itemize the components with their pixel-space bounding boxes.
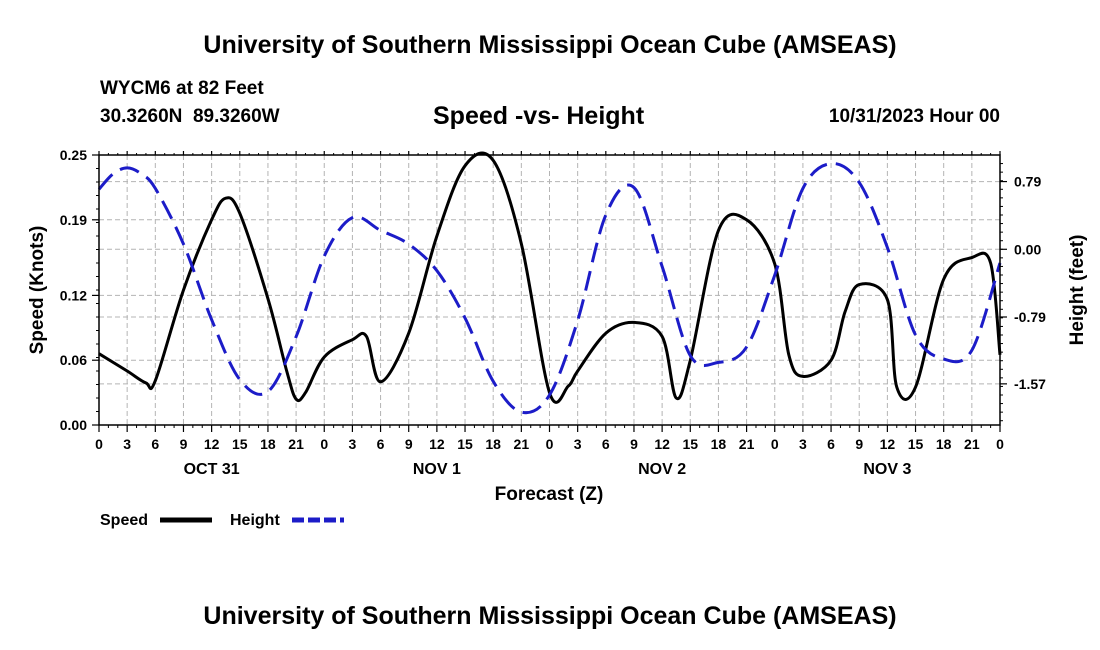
x-tick-label: 6 bbox=[377, 436, 385, 452]
x-tick-label: 18 bbox=[485, 436, 501, 452]
y2-tick-label: -1.57 bbox=[1014, 376, 1046, 392]
y2-tick-label: 0.00 bbox=[1014, 241, 1041, 257]
y2-tick-label: 0.79 bbox=[1014, 174, 1041, 190]
series-line-height bbox=[97, 162, 1002, 415]
x-tick-label: 0 bbox=[320, 436, 328, 452]
x-tick-label: 15 bbox=[682, 436, 698, 452]
x-tick-label: 9 bbox=[630, 436, 638, 452]
x-tick-label: 18 bbox=[711, 436, 727, 452]
y-tick-label: 0.19 bbox=[60, 212, 87, 228]
x-tick-label: 0 bbox=[996, 436, 1004, 452]
y-tick-label: 0.25 bbox=[60, 147, 87, 163]
x-tick-label: 15 bbox=[457, 436, 473, 452]
day-label: OCT 31 bbox=[184, 461, 240, 478]
axes: 0 3 6 9 12 15 18 21 0 3 6 9 12 15 18 21 0 3 6 9 12 15 18 21 0 3 6 9… bbox=[60, 147, 1046, 478]
x-tick-label: 21 bbox=[514, 436, 530, 452]
x-tick-label: 3 bbox=[799, 436, 807, 452]
x-tick-label: 6 bbox=[602, 436, 610, 452]
x-tick-label: 6 bbox=[827, 436, 835, 452]
x-tick-label: 6 bbox=[151, 436, 159, 452]
legend: Speed Height bbox=[100, 512, 344, 529]
legend-height-label: Height bbox=[230, 512, 280, 529]
coordinates-label: 30.3260N 89.3260W bbox=[100, 106, 280, 127]
y-tick-label: 0.00 bbox=[60, 417, 87, 433]
day-label: NOV 3 bbox=[863, 461, 911, 478]
x-tick-label: 12 bbox=[429, 436, 445, 452]
y-axis-label: Speed (Knots) bbox=[27, 226, 48, 355]
grid bbox=[99, 155, 1000, 425]
x-tick-label: 18 bbox=[936, 436, 952, 452]
chart-subtitle: Speed -vs- Height bbox=[433, 102, 645, 130]
x-tick-label: 0 bbox=[771, 436, 779, 452]
x-tick-label: 3 bbox=[574, 436, 582, 452]
x-tick-label: 9 bbox=[180, 436, 188, 452]
x-tick-label: 0 bbox=[546, 436, 554, 452]
x-tick-label: 3 bbox=[349, 436, 357, 452]
station-label: WYCM6 at 82 Feet bbox=[100, 78, 264, 99]
y-tick-label: 0.06 bbox=[60, 352, 87, 368]
x-tick-label: 12 bbox=[880, 436, 896, 452]
series-line-speed bbox=[98, 151, 1002, 404]
footer-title: University of Southern Mississippi Ocean… bbox=[203, 602, 897, 630]
day-label: NOV 2 bbox=[638, 461, 686, 478]
x-tick-label: 21 bbox=[964, 436, 980, 452]
y2-axis-label: Height (feet) bbox=[1067, 235, 1088, 346]
x-tick-label: 9 bbox=[405, 436, 413, 452]
y2-tick-label: -0.79 bbox=[1014, 309, 1046, 325]
x-tick-label: 15 bbox=[908, 436, 924, 452]
x-tick-label: 9 bbox=[855, 436, 863, 452]
x-tick-label: 15 bbox=[232, 436, 248, 452]
series-layer bbox=[97, 151, 1002, 415]
x-tick-label: 3 bbox=[123, 436, 131, 452]
forecast-date-label: 10/31/2023 Hour 00 bbox=[828, 106, 1000, 127]
x-tick-label: 12 bbox=[204, 436, 220, 452]
x-axis-label: Forecast (Z) bbox=[495, 484, 604, 505]
legend-speed-label: Speed bbox=[100, 512, 148, 529]
day-label: NOV 1 bbox=[413, 461, 461, 478]
x-tick-label: 21 bbox=[739, 436, 755, 452]
x-tick-label: 21 bbox=[288, 436, 304, 452]
x-tick-label: 12 bbox=[654, 436, 670, 452]
x-tick-label: 0 bbox=[95, 436, 103, 452]
chart-title: University of Southern Mississippi Ocean… bbox=[203, 31, 897, 59]
x-tick-label: 18 bbox=[260, 436, 276, 452]
y-tick-label: 0.12 bbox=[60, 287, 87, 303]
